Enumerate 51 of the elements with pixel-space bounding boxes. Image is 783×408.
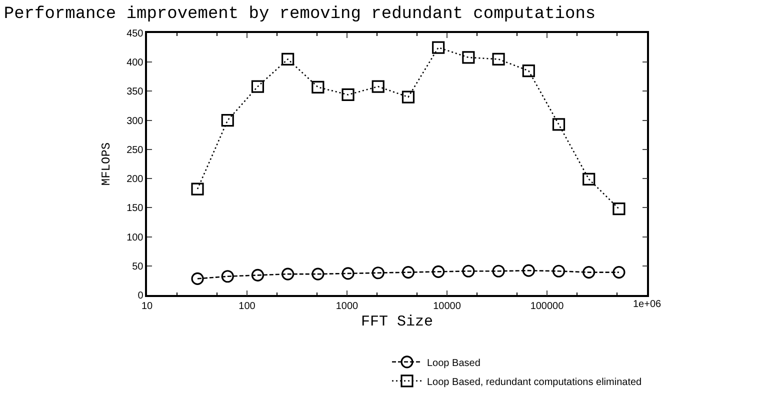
y-tick-label: 450 [126, 28, 144, 40]
x-tick-label: 100 [238, 300, 256, 312]
point [312, 268, 324, 280]
point [492, 264, 505, 278]
point [432, 41, 445, 54]
point [221, 114, 234, 127]
y-tick-label: 50 [132, 261, 144, 272]
point [282, 268, 294, 280]
x-tick-label: 10 [141, 300, 153, 312]
x-tick-label: 1e+06 [633, 299, 662, 310]
y-tick-label: 200 [126, 174, 144, 186]
point [191, 272, 204, 285]
x-tick-label: 10000 [433, 300, 462, 312]
point [522, 64, 535, 78]
point [221, 270, 234, 283]
point [432, 265, 445, 278]
point [522, 264, 535, 277]
x-axis-title: FFT Size [360, 313, 434, 330]
point [612, 202, 626, 216]
point [312, 80, 324, 94]
y-tick-label: 100 [126, 232, 144, 244]
y-tick-label: 300 [126, 116, 144, 127]
point [402, 90, 415, 104]
x-tick-label: 1000 [336, 300, 359, 312]
legend-label: Loop Based, redundant computations eliminated [427, 376, 642, 388]
point [251, 268, 264, 282]
y-tick-label: 0 [138, 290, 144, 302]
point [552, 118, 566, 131]
point [582, 266, 596, 279]
point [251, 80, 264, 93]
x-tick-label: 100000 [530, 300, 564, 312]
chart-title: Performance improvement by removing redundant computations [4, 5, 596, 24]
y-tick-label: 250 [126, 144, 144, 156]
point [372, 80, 384, 93]
point [462, 264, 475, 278]
y-tick-label: 350 [126, 86, 144, 98]
point [492, 52, 505, 66]
point [282, 52, 294, 66]
point [372, 266, 384, 280]
point [612, 266, 626, 279]
point [552, 264, 566, 278]
point [402, 266, 415, 279]
point [342, 267, 354, 280]
point [582, 172, 596, 186]
point [342, 88, 354, 102]
y-axis-title: MFLOPS [99, 142, 114, 186]
point [462, 51, 475, 64]
y-tick-label: 400 [126, 58, 144, 69]
point [191, 182, 204, 196]
y-tick-label: 150 [126, 203, 144, 214]
legend-label: Loop Based [427, 358, 480, 369]
